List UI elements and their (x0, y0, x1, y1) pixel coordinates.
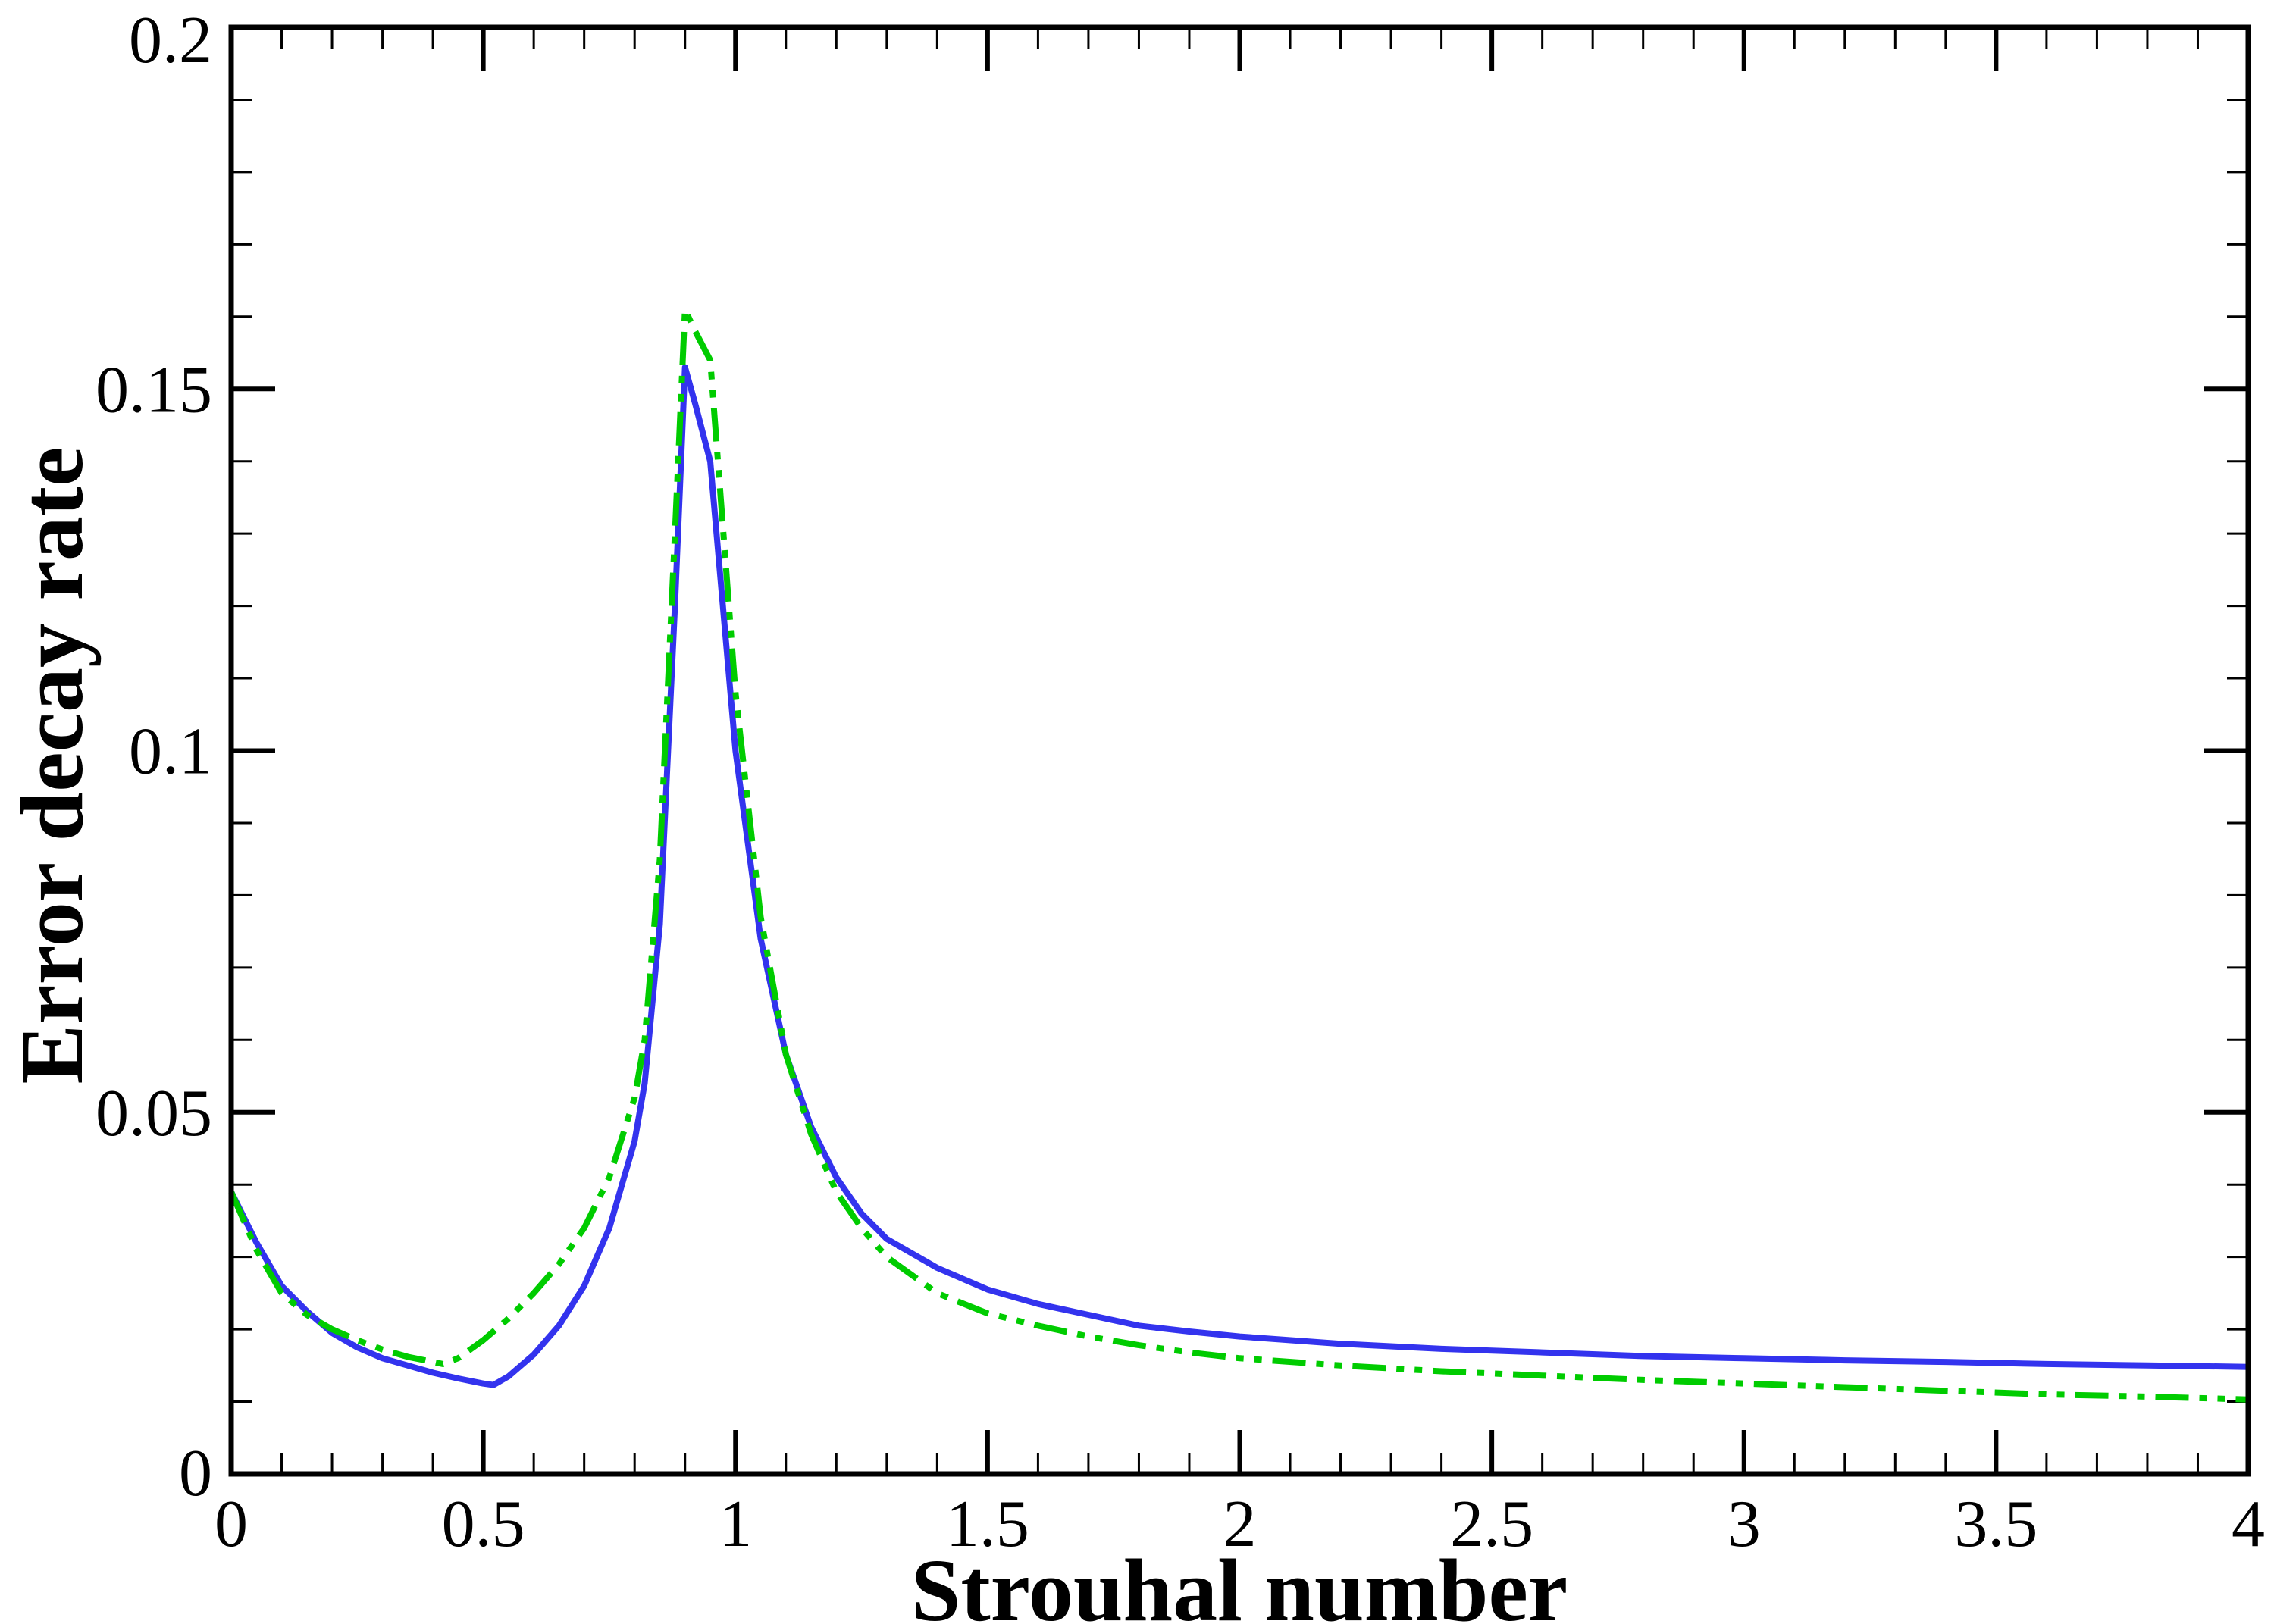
x-tick-label: 4 (2232, 1488, 2265, 1561)
x-tick-label: 0.5 (442, 1488, 525, 1561)
x-axis-title: Strouhal number (911, 1541, 1568, 1624)
minor-ticks (230, 26, 2250, 1475)
major-ticks (229, 25, 2251, 1476)
series-layer (228, 306, 2249, 1403)
x-tick-label: 0 (215, 1488, 248, 1561)
series-line-2 (228, 306, 2249, 1403)
x-tick-label: 3.5 (1954, 1488, 2038, 1561)
plot-frame (228, 24, 2251, 1477)
series-line-1 (228, 364, 2249, 1388)
x-tick-label: 3 (1727, 1488, 1761, 1561)
x-tick-labels: 0 0.5 1 1.5 2 2.5 3 3.5 4 (215, 1488, 2265, 1561)
y-axis-title: Error decay rate (2, 447, 102, 1084)
y-tick-label: 0.1 (129, 715, 212, 789)
x-tick-label: 2 (1223, 1488, 1257, 1561)
y-tick-label: 0.05 (96, 1077, 212, 1150)
y-tick-label: 0.15 (96, 353, 212, 427)
y-tick-labels: 0 0.05 0.1 0.15 0.2 (96, 4, 212, 1510)
x-tick-label: 2.5 (1450, 1488, 1533, 1561)
x-tick-label: 1.5 (946, 1488, 1029, 1561)
x-tick-label: 1 (719, 1488, 752, 1561)
y-tick-label: 0.2 (129, 4, 212, 77)
y-tick-label: 0 (179, 1437, 212, 1510)
